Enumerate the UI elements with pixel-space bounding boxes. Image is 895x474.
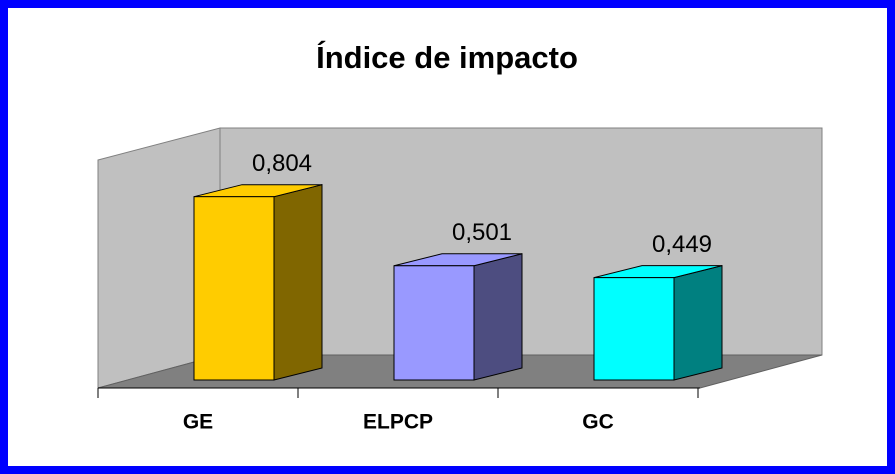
- data-label: 0,804: [252, 150, 312, 177]
- x-tick-label: GE: [183, 411, 213, 434]
- x-tick-label: GC: [582, 411, 614, 434]
- bar: [393, 265, 475, 381]
- bar: [593, 277, 675, 381]
- x-tick-label: ELPCP: [363, 411, 433, 434]
- chart-title: Índice de impacto: [316, 40, 578, 75]
- data-label: 0,449: [652, 231, 712, 258]
- bar-side: [473, 253, 523, 381]
- data-label: 0,501: [452, 219, 512, 246]
- bar-side: [673, 264, 723, 381]
- bar: [193, 196, 275, 381]
- bar-side: [273, 184, 323, 381]
